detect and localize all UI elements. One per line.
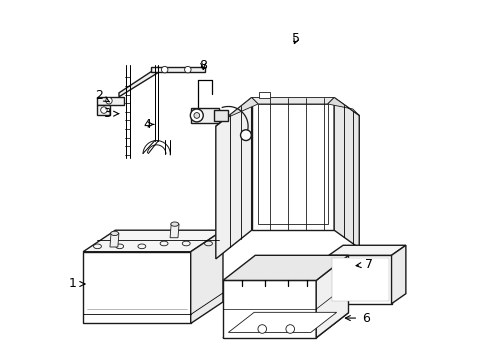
Polygon shape (215, 98, 258, 126)
Polygon shape (258, 104, 327, 224)
Circle shape (184, 67, 191, 73)
Polygon shape (328, 255, 391, 304)
Circle shape (240, 130, 251, 140)
Polygon shape (316, 255, 348, 338)
Text: 4: 4 (142, 118, 153, 131)
Polygon shape (151, 67, 204, 72)
Polygon shape (97, 105, 110, 116)
Text: 1: 1 (69, 278, 84, 291)
Text: 6: 6 (345, 311, 369, 325)
Polygon shape (228, 312, 336, 332)
Text: 2: 2 (95, 89, 109, 102)
Ellipse shape (170, 222, 178, 226)
Polygon shape (327, 98, 359, 116)
Polygon shape (391, 245, 405, 304)
Polygon shape (331, 258, 388, 301)
Text: 7: 7 (355, 258, 372, 271)
Polygon shape (258, 92, 269, 98)
Circle shape (101, 107, 107, 113)
Polygon shape (223, 255, 348, 280)
Circle shape (258, 325, 266, 333)
Text: 3: 3 (103, 107, 119, 120)
Polygon shape (83, 252, 190, 323)
Polygon shape (214, 110, 228, 121)
Polygon shape (328, 245, 405, 255)
Polygon shape (190, 108, 219, 123)
Polygon shape (190, 230, 223, 323)
Circle shape (161, 67, 167, 73)
Polygon shape (110, 233, 119, 247)
Polygon shape (170, 224, 179, 238)
Text: 5: 5 (292, 32, 300, 45)
Polygon shape (83, 230, 223, 252)
Circle shape (190, 109, 203, 122)
Circle shape (194, 113, 199, 118)
Polygon shape (97, 97, 124, 105)
Polygon shape (251, 98, 333, 230)
Ellipse shape (110, 231, 118, 235)
Polygon shape (215, 98, 251, 259)
Text: 8: 8 (199, 59, 207, 72)
Polygon shape (223, 313, 348, 338)
Polygon shape (333, 98, 359, 248)
Circle shape (105, 98, 112, 104)
Polygon shape (223, 280, 316, 338)
Circle shape (285, 325, 294, 333)
Polygon shape (251, 98, 333, 104)
Polygon shape (119, 67, 158, 97)
